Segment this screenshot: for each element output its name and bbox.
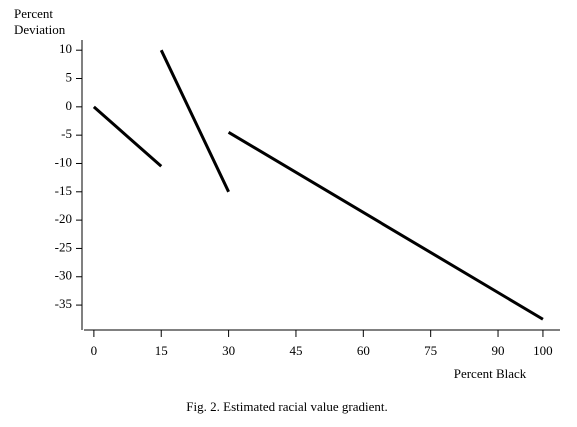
- x-tick-label: 45: [289, 343, 302, 358]
- y-tick-label: 10: [59, 41, 72, 56]
- y-tick-label: -35: [55, 296, 72, 311]
- x-axis-label: Percent Black: [454, 366, 527, 381]
- y-tick-label: -25: [55, 239, 72, 254]
- x-tick-label: 15: [155, 343, 168, 358]
- x-tick-label: 30: [222, 343, 235, 358]
- line: [92, 49, 544, 321]
- x-tick-label: 60: [357, 343, 370, 358]
- y-tick-label: 0: [66, 98, 73, 113]
- x-tick-label: 90: [492, 343, 505, 358]
- y-tick-label: -20: [55, 211, 72, 226]
- y-tick-label: -30: [55, 268, 72, 283]
- caption: Fig. 2. Estimated racial value gradient.: [186, 399, 387, 414]
- x-tick-label: 0: [91, 343, 98, 358]
- x-tick-label: 75: [424, 343, 437, 358]
- y-tick-label: -15: [55, 183, 72, 198]
- y-tick-label: -5: [61, 126, 72, 141]
- y-tick-label: -10: [55, 154, 72, 169]
- y-tick-label: 5: [66, 70, 73, 85]
- y-axis-label: Percent Deviation: [14, 6, 66, 37]
- x-tick-label: 100: [533, 343, 553, 358]
